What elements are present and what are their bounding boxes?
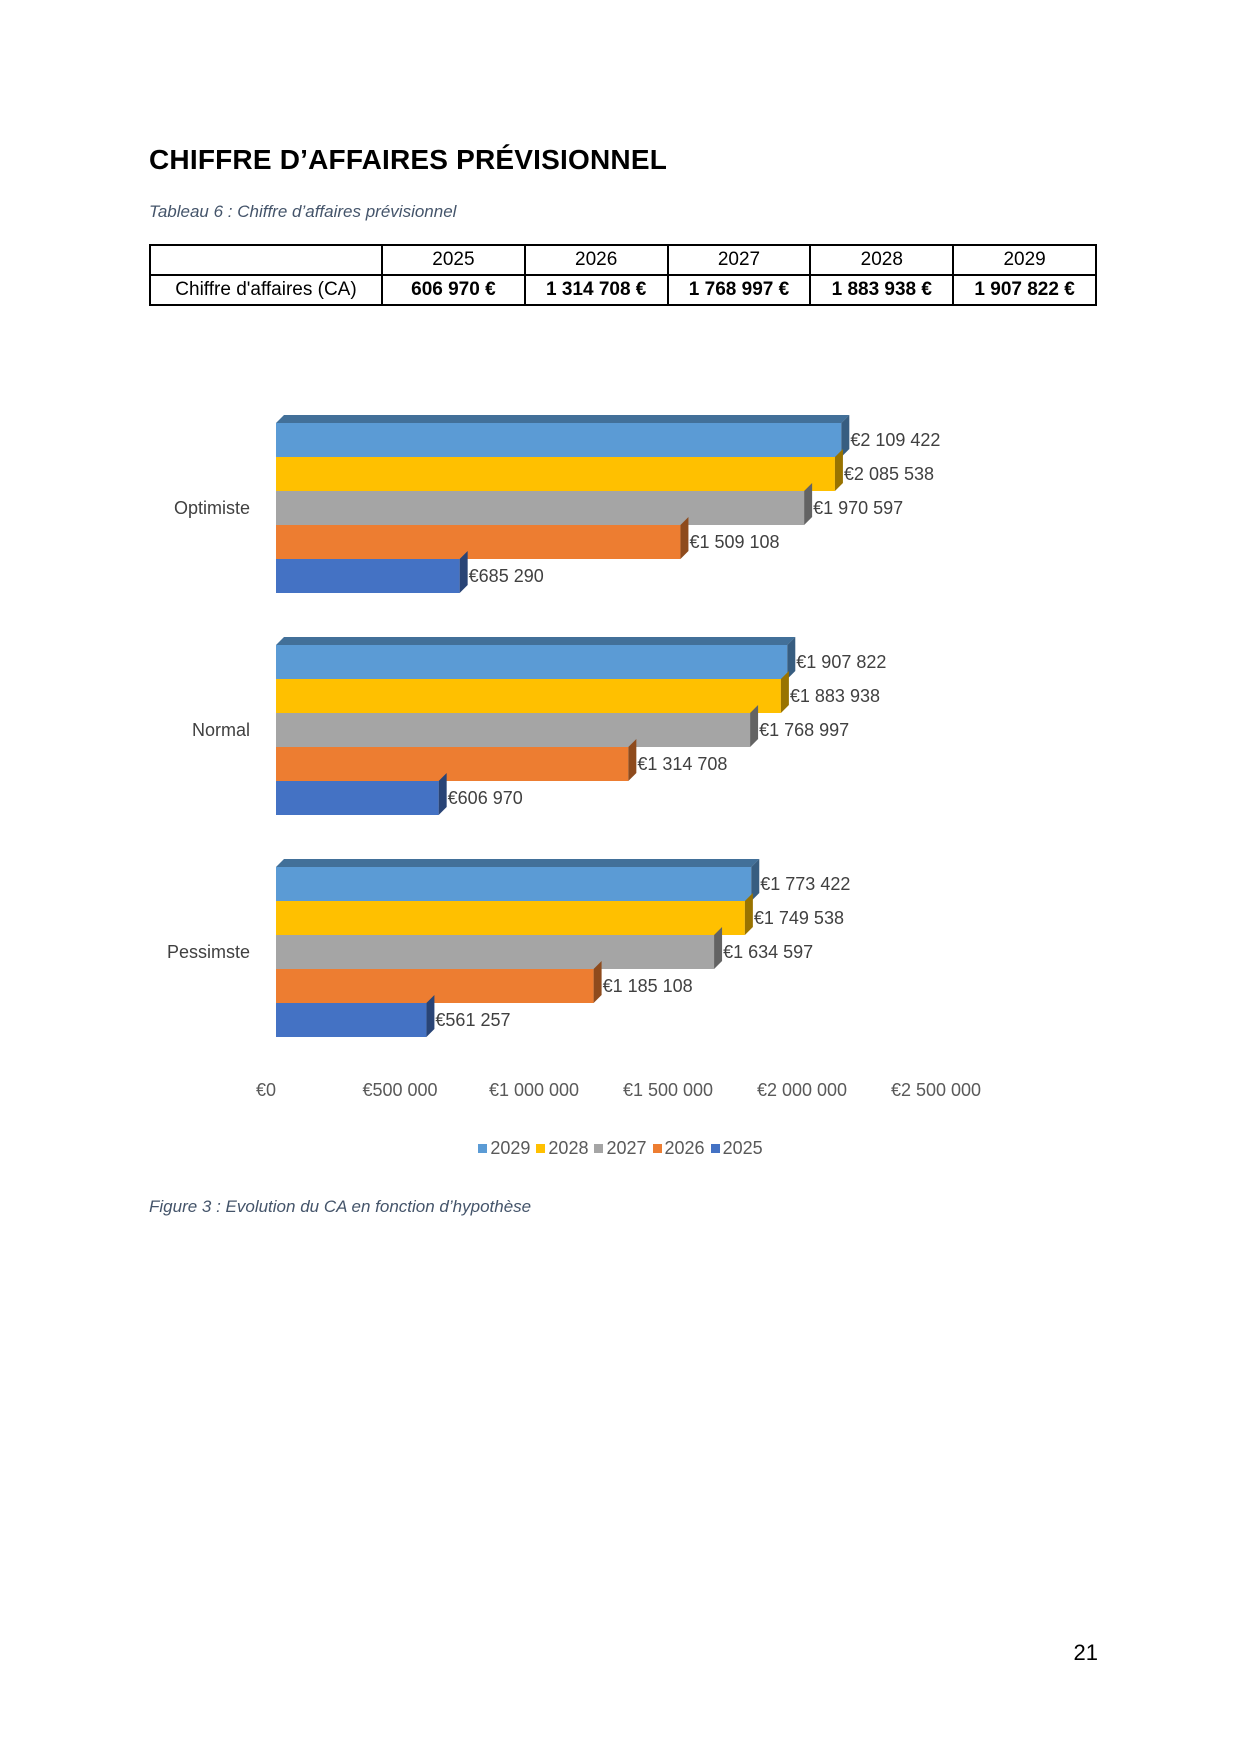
value-cell-2029: 1 907 822 €: [952, 274, 1097, 306]
bar-pessimste-2025: [276, 1003, 427, 1037]
figure-caption: Figure 3 : Evolution du CA en fonction d…: [149, 1197, 532, 1216]
x-tick-label: €0: [256, 1080, 276, 1100]
data-label: €1 509 108: [689, 532, 779, 552]
legend-swatch: [536, 1144, 546, 1153]
bar-top-face: [276, 637, 796, 645]
x-tick-label: €2 500 000: [891, 1080, 981, 1100]
legend-swatch: [710, 1144, 720, 1153]
x-tick-label: €2 000 000: [757, 1080, 847, 1100]
category-label: Normal: [192, 720, 250, 740]
bar-side-face: [841, 415, 850, 457]
value-cell-2026: 1 314 708 €: [523, 274, 669, 306]
data-label: €2 085 538: [844, 464, 934, 484]
bar-pessimste-2029: [276, 867, 752, 901]
header-cell-2026: 2026: [523, 244, 669, 276]
bar-normal-2027: [276, 713, 751, 747]
bar-side-face: [751, 859, 760, 901]
bar-side-face: [438, 773, 447, 815]
data-label: €1 749 538: [754, 908, 844, 928]
bar-side-face: [750, 705, 759, 747]
data-label: €2 109 422: [850, 430, 940, 450]
header-cell-empty: [149, 244, 383, 276]
bar-top-face: [276, 415, 850, 423]
bar-pessimste-2027: [276, 935, 715, 969]
legend-label: 2028: [548, 1138, 589, 1158]
bar-side-face: [459, 551, 468, 593]
value-cell-2028: 1 883 938 €: [809, 274, 955, 306]
data-label: €1 970 597: [813, 498, 903, 518]
chart-legend: 2029 2028 2027 2026 2025: [0, 1138, 1241, 1159]
bar-normal-2025: [276, 781, 439, 815]
legend-item: 2025: [710, 1138, 763, 1159]
legend-label: 2027: [606, 1138, 647, 1158]
bar-normal-2028: [276, 679, 781, 713]
bar-side-face: [680, 517, 689, 559]
table-row: Chiffre d'affaires (CA) 606 970 € 1 314 …: [149, 274, 1097, 306]
bar-optimiste-2026: [276, 525, 681, 559]
bar-side-face: [744, 893, 753, 935]
bar-top-face: [276, 859, 760, 867]
bar-pessimste-2026: [276, 969, 594, 1003]
data-label: €1 773 422: [760, 874, 850, 894]
header-cell-2028: 2028: [809, 244, 955, 276]
legend-item: 2029: [478, 1138, 530, 1159]
section-heading: CHIFFRE D’AFFAIRES PRÉVISIONNEL: [149, 144, 668, 175]
legend-item: 2026: [652, 1138, 705, 1159]
bar-optimiste-2025: [276, 559, 460, 593]
data-label: €1 185 108: [603, 976, 693, 996]
legend-swatch: [594, 1144, 604, 1153]
legend-item: 2028: [536, 1138, 588, 1159]
category-label: Pessimste: [167, 942, 250, 962]
data-label: €1 314 708: [637, 754, 727, 774]
bar-side-face: [426, 995, 435, 1037]
row-label: Chiffre d'affaires (CA): [149, 274, 383, 306]
bar-side-face: [780, 671, 789, 713]
x-tick-label: €1 500 000: [623, 1080, 713, 1100]
data-label: €1 883 938: [790, 686, 880, 706]
bar-side-face: [787, 637, 796, 679]
category-label: Optimiste: [174, 498, 250, 518]
revenue-bar-chart: €2 109 422 €2 085 538 €1 970 597 €1 509 108…: [167, 415, 981, 1100]
legend-label: 2025: [722, 1138, 763, 1158]
data-label: €1 907 822: [796, 652, 886, 672]
header-cell-2027: 2027: [666, 244, 812, 276]
data-label: €606 970: [448, 788, 523, 808]
value-cell-2027: 1 768 997 €: [666, 274, 812, 306]
bar-side-face: [628, 739, 637, 781]
legend-label: 2026: [664, 1138, 705, 1158]
bar-side-face: [834, 449, 843, 491]
legend-label: 2029: [490, 1138, 531, 1158]
revenue-table: 2025 2026 2027 2028 2029 Chiffre d'affai…: [149, 244, 1097, 306]
data-label: €1 768 997: [759, 720, 849, 740]
header-cell-2029: 2029: [952, 244, 1097, 276]
bar-side-face: [804, 483, 813, 525]
legend-item: 2027: [594, 1138, 647, 1159]
value-cell-2025: 606 970 €: [381, 274, 526, 306]
data-label: €1 634 597: [723, 942, 813, 962]
table-header-row: 2025 2026 2027 2028 2029: [149, 244, 1097, 276]
data-label: €561 257: [435, 1010, 510, 1030]
bar-side-face: [593, 961, 602, 1003]
bar-normal-2026: [276, 747, 629, 781]
bar-optimiste-2029: [276, 423, 842, 457]
bar-optimiste-2027: [276, 491, 805, 525]
x-tick-label: €500 000: [362, 1080, 437, 1100]
data-label: €685 290: [469, 566, 544, 586]
legend-swatch: [652, 1144, 662, 1153]
bar-side-face: [714, 927, 723, 969]
page-number: 21: [1073, 1640, 1098, 1665]
bar-optimiste-2028: [276, 457, 835, 491]
bar-normal-2029: [276, 645, 788, 679]
x-tick-label: €1 000 000: [489, 1080, 579, 1100]
bar-pessimste-2028: [276, 901, 745, 935]
table-caption: Tableau 6 : Chiffre d’affaires prévision…: [149, 202, 457, 221]
legend-swatch: [478, 1144, 488, 1153]
header-cell-2025: 2025: [381, 244, 526, 276]
